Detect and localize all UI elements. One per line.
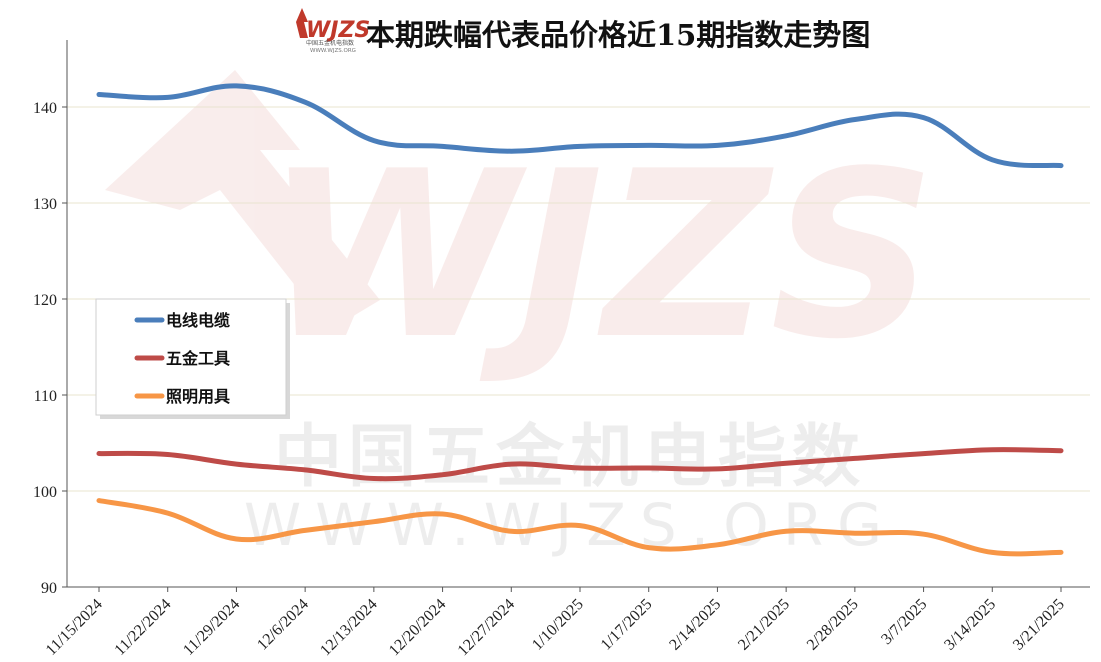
series-line-2 bbox=[96, 447, 1064, 482]
y-tick-label: 100 bbox=[33, 484, 57, 501]
y-axis: 90 100 110 120 130 140 bbox=[33, 40, 68, 597]
chart-header: WJZS 中国五金机电指数 WWW.WJZS.ORG 本期跌幅代表品价格近15期… bbox=[296, 8, 870, 54]
x-tick-label: 11/15/2024 bbox=[43, 596, 106, 659]
x-tick-label: 1/10/2025 bbox=[529, 596, 587, 654]
series-lines bbox=[96, 83, 1064, 557]
y-tick-label: 90 bbox=[41, 580, 57, 597]
y-tick-label: 110 bbox=[34, 388, 57, 405]
x-tick-label: 1/17/2025 bbox=[598, 596, 656, 654]
watermark: WJZS 中国五金机电指数 WWW.WJZS.ORG bbox=[105, 70, 936, 559]
logo-url-text: WWW.WJZS.ORG bbox=[310, 48, 356, 54]
x-tick-label: 2/14/2025 bbox=[666, 596, 724, 654]
x-tick-label: 3/21/2025 bbox=[1010, 596, 1068, 654]
x-tick-label: 12/27/2024 bbox=[455, 596, 519, 660]
chart-title: 本期跌幅代表品价格近15期指数走势图 bbox=[366, 18, 870, 52]
x-tick-label: 12/13/2024 bbox=[317, 596, 381, 660]
series-line-1 bbox=[96, 83, 1064, 169]
y-tick-label: 120 bbox=[33, 292, 57, 309]
wjzs-logo: WJZS 中国五金机电指数 WWW.WJZS.ORG bbox=[296, 8, 370, 54]
x-tick-label: 3/7/2025 bbox=[878, 596, 930, 648]
legend-label: 照明用具 bbox=[166, 387, 230, 406]
legend-label: 五金工具 bbox=[166, 349, 230, 368]
x-tick-label: 11/29/2024 bbox=[180, 596, 243, 659]
logo-text: WJZS bbox=[306, 18, 370, 43]
legend-box bbox=[95, 298, 287, 416]
x-tick-label: 12/6/2024 bbox=[254, 596, 312, 654]
watermark-cn-text: 中国五金机电指数 bbox=[274, 418, 866, 497]
legend-label: 电线电缆 bbox=[166, 311, 230, 330]
logo-subtext: 中国五金机电指数 bbox=[306, 39, 354, 47]
x-tick-label: 12/20/2024 bbox=[386, 596, 450, 660]
y-tick-label: 140 bbox=[33, 100, 57, 117]
y-tick-label: 130 bbox=[33, 196, 57, 213]
series-line-3 bbox=[96, 498, 1064, 557]
x-tick-label: 2/28/2025 bbox=[804, 596, 862, 654]
logo-arrow-icon bbox=[296, 8, 308, 38]
x-tick-label: 2/21/2025 bbox=[735, 596, 793, 654]
x-tick-label: 11/22/2024 bbox=[111, 596, 174, 659]
watermark-logo-text: WJZS bbox=[264, 123, 936, 390]
watermark-arrow-shape bbox=[105, 70, 380, 330]
x-tick-label: 3/14/2025 bbox=[941, 596, 999, 654]
x-axis: 11/15/2024 11/22/2024 11/29/2024 12/6/2024 1… bbox=[43, 586, 1090, 660]
